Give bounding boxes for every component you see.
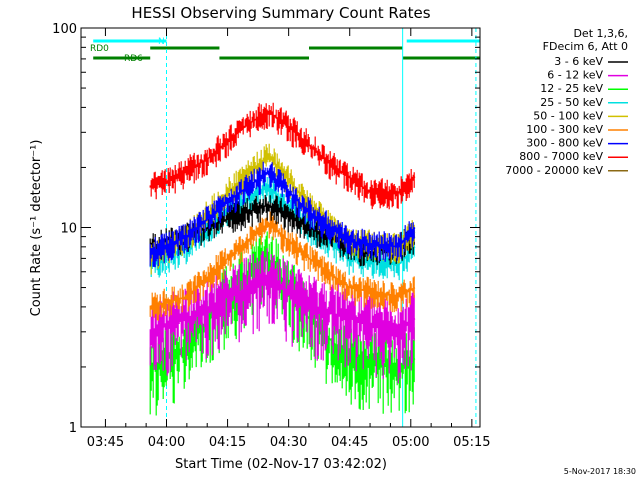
legend-header-1: FDecim 6, Att 0 (543, 40, 628, 53)
x-tick-label-4: 04:45 (331, 435, 368, 450)
chart-title: HESSI Observing Summary Count Rates (131, 4, 430, 22)
x-tick-label-5: 05:00 (392, 435, 429, 450)
series-trend-7 (149, 110, 416, 194)
x-tick-label-0: 03:45 (87, 435, 124, 450)
x-tick-label-2: 04:15 (209, 435, 246, 450)
legend-label-7: 800 - 7000 keV (519, 150, 603, 163)
legend-label-3: 25 - 50 keV (540, 96, 603, 109)
legend-label-8: 7000 - 20000 keV (505, 164, 603, 177)
x-axis-label: Start Time (02-Nov-17 03:42:02) (175, 457, 387, 472)
x-tick-label-3: 04:30 (270, 435, 307, 450)
footer-timestamp: 5-Nov-2017 18:30 (564, 467, 636, 476)
series-trend-5 (149, 222, 416, 308)
x-tick-label-1: 04:00 (148, 435, 185, 450)
legend-header-0: Det 1,3,6, (573, 27, 628, 40)
y-tick-label-2: 100 (52, 22, 77, 37)
flags-layer: N RD0 RD6 (90, 37, 480, 64)
flag-label-rd0: RD0 (90, 44, 109, 54)
legend-label-0: 3 - 6 keV (554, 55, 603, 68)
legend-label-6: 300 - 800 keV (526, 137, 603, 150)
series-6 (149, 161, 415, 268)
y-tick-label-1: 10 (60, 222, 77, 237)
flag-label-n: N (158, 37, 165, 47)
legend-label-4: 50 - 100 keV (533, 109, 603, 122)
y-tick-label-0: 1 (69, 421, 77, 436)
x-ticks-layer: 03:45 04:00 04:15 04:30 04:45 05:00 05:15 (87, 28, 491, 450)
series-layer (149, 102, 416, 416)
y-ticks-layer: 1 10 100 (52, 22, 480, 436)
y-axis-label: Count Rate (s⁻¹ detector⁻¹) (29, 140, 44, 317)
flag-label-rd6: RD6 (124, 54, 143, 64)
series-trend-1 (149, 278, 416, 333)
series-trend-6 (149, 170, 416, 254)
x-tick-label-6: 05:15 (453, 435, 490, 450)
plot-frame (80, 27, 481, 428)
legend-label-5: 100 - 300 keV (526, 123, 603, 136)
legend-label-2: 12 - 25 keV (540, 82, 603, 95)
legend-label-1: 6 - 12 keV (547, 69, 603, 82)
